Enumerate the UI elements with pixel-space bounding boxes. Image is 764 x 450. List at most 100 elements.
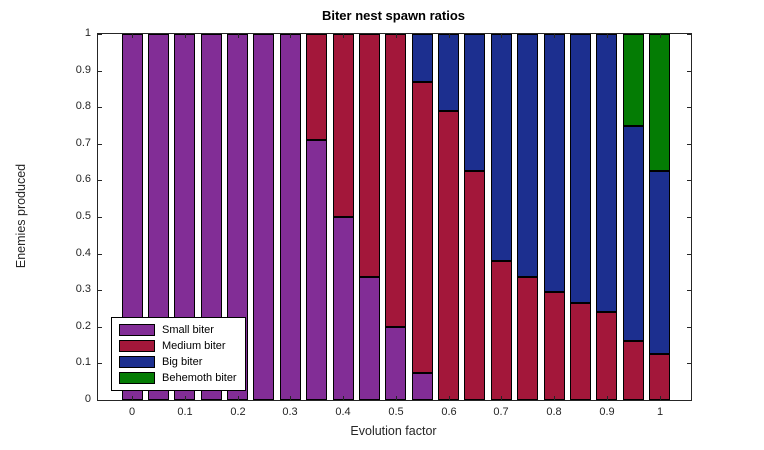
x-tick-mark-top — [660, 34, 661, 38]
bar-segment — [623, 34, 644, 126]
x-tick-mark-top — [185, 34, 186, 38]
legend-swatch — [119, 324, 155, 336]
y-tick-label: 0.8 — [75, 100, 91, 112]
x-tick-mark-top — [238, 34, 239, 38]
y-tick-mark — [98, 34, 102, 35]
bar-segment — [333, 34, 354, 217]
y-axis-label: Enemies produced — [14, 163, 28, 269]
y-tick-mark-right — [687, 217, 691, 218]
y-tick-mark — [98, 254, 102, 255]
y-tick-mark-right — [687, 400, 691, 401]
bar-segment — [596, 312, 617, 400]
x-tick-mark — [396, 396, 397, 400]
y-tick-mark — [98, 180, 102, 181]
legend-label: Medium biter — [162, 340, 226, 352]
y-tick-label: 0.9 — [75, 64, 91, 76]
bar-segment — [280, 34, 301, 400]
y-tick-mark — [98, 400, 102, 401]
y-tick-mark-right — [687, 144, 691, 145]
bar-segment — [570, 303, 591, 400]
y-tick-mark — [98, 107, 102, 108]
y-tick-mark-right — [687, 290, 691, 291]
x-tick-label: 0.9 — [599, 406, 615, 418]
legend-label: Small biter — [162, 324, 214, 336]
x-tick-label: 0.1 — [177, 406, 193, 418]
bar-segment — [438, 111, 459, 400]
x-tick-label: 0.4 — [335, 406, 351, 418]
bar-segment — [385, 327, 406, 400]
y-tick-label: 0.1 — [75, 356, 91, 368]
x-tick-mark-top — [501, 34, 502, 38]
bar-segment — [359, 34, 380, 277]
bar-segment — [649, 171, 670, 354]
y-tick-mark-right — [687, 107, 691, 108]
x-tick-label: 0 — [128, 406, 136, 418]
legend-item: Medium biter — [119, 340, 237, 352]
y-tick-mark — [98, 217, 102, 218]
bar-segment — [333, 217, 354, 400]
bar-segment — [385, 34, 406, 327]
y-tick-mark — [98, 71, 102, 72]
legend-swatch — [119, 340, 155, 352]
x-tick-mark — [185, 396, 186, 400]
bar-segment — [438, 34, 459, 111]
bar-segment — [253, 34, 274, 400]
y-tick-mark-right — [687, 327, 691, 328]
legend: Small biter Medium biter Big biter Behemoth… — [111, 317, 246, 391]
x-tick-mark — [660, 396, 661, 400]
bar-segment — [623, 341, 644, 400]
legend-swatch — [119, 356, 155, 368]
bar-segment — [148, 34, 169, 400]
x-tick-label: 0.2 — [230, 406, 246, 418]
bar-segment — [544, 34, 565, 292]
x-tick-mark-top — [607, 34, 608, 38]
bar-segment — [201, 34, 222, 400]
x-tick-mark — [554, 396, 555, 400]
legend-swatch — [119, 372, 155, 384]
x-tick-label: 0.3 — [282, 406, 298, 418]
bar-segment — [649, 34, 670, 171]
x-tick-label: 0.7 — [493, 406, 509, 418]
bar-segment — [517, 277, 538, 400]
bar-segment — [570, 34, 591, 303]
x-tick-mark — [607, 396, 608, 400]
bar-segment — [227, 34, 248, 400]
x-tick-mark-top — [290, 34, 291, 38]
y-tick-mark-right — [687, 254, 691, 255]
y-tick-label: 1 — [84, 27, 91, 39]
bar-segment — [412, 82, 433, 373]
y-tick-mark — [98, 363, 102, 364]
bar-segment — [306, 140, 327, 400]
x-tick-mark — [343, 396, 344, 400]
x-tick-mark — [290, 396, 291, 400]
bar-segment — [306, 34, 327, 140]
bar-segment — [491, 261, 512, 400]
bar-segment — [544, 292, 565, 400]
y-tick-label: 0.2 — [75, 320, 91, 332]
legend-label: Big biter — [162, 356, 203, 368]
x-tick-label: 1 — [656, 406, 664, 418]
legend-item: Small biter — [119, 324, 237, 336]
bar-segment — [464, 171, 485, 400]
bar-segment — [596, 34, 617, 312]
bar-segment — [649, 354, 670, 400]
x-tick-mark-top — [132, 34, 133, 38]
x-tick-mark — [238, 396, 239, 400]
plot-area: Small biter Medium biter Big biter Behemoth… — [76, 27, 692, 418]
y-tick-label: 0.3 — [75, 283, 91, 295]
bar-segment — [491, 34, 512, 261]
y-tick-mark-right — [687, 180, 691, 181]
x-tick-mark-top — [449, 34, 450, 38]
bar-segment — [359, 277, 380, 400]
x-tick-label: 0.6 — [441, 406, 457, 418]
y-tick-mark — [98, 144, 102, 145]
bar-segment — [517, 34, 538, 277]
y-tick-mark-right — [687, 34, 691, 35]
x-tick-mark-top — [343, 34, 344, 38]
y-tick-mark-right — [687, 363, 691, 364]
chart-title: Biter nest spawn ratios — [321, 8, 466, 23]
y-tick-label: 0 — [84, 393, 91, 405]
bar-segment — [174, 34, 195, 400]
y-tick-mark-right — [687, 71, 691, 72]
